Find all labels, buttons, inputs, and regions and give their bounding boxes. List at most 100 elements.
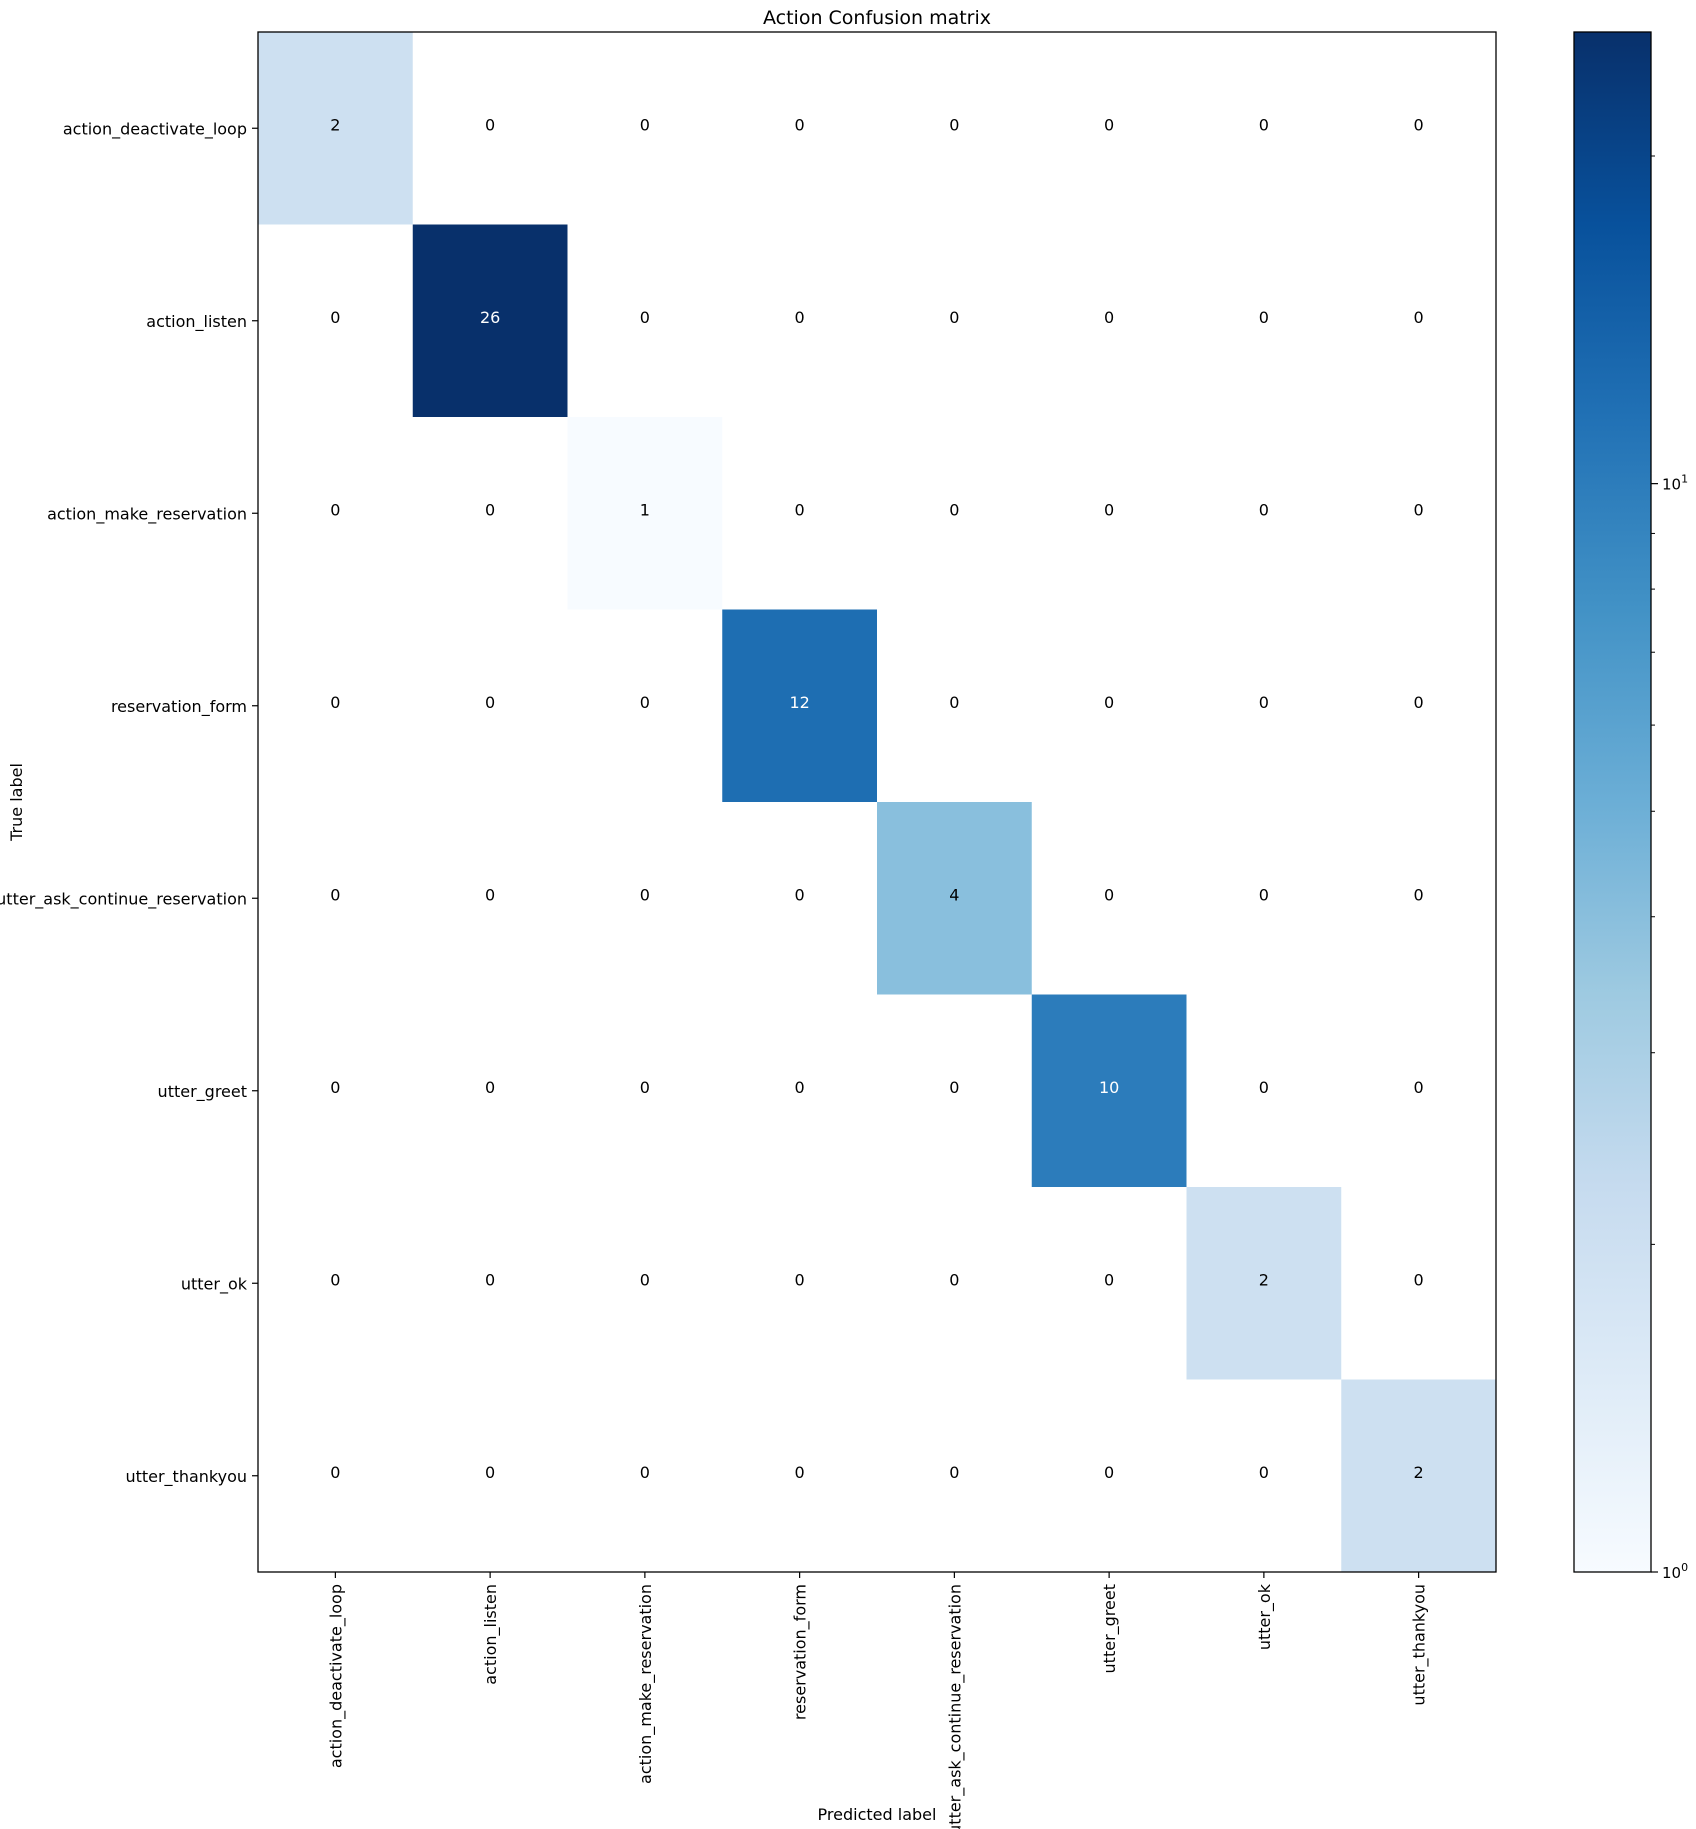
y-tick-label: action_deactivate_loop (63, 119, 247, 139)
cell-value-label: 0 (949, 1270, 959, 1289)
heatmap-cell (877, 802, 1033, 995)
cell-value-label: 4 (949, 885, 959, 904)
heatmap-cell (567, 1187, 723, 1380)
heatmap-cell (877, 32, 1033, 225)
cell-value-label: 0 (795, 115, 805, 134)
cell-value-label: 0 (485, 1078, 495, 1097)
y-axis-label: True label (7, 763, 26, 842)
y-tick-label: action_listen (146, 312, 247, 332)
heatmap-cell (1186, 994, 1342, 1188)
cell-value-label: 0 (330, 1270, 340, 1289)
cell-value-label: 0 (330, 693, 340, 712)
cell-value-label: 0 (1104, 1270, 1114, 1289)
cell-value-label: 0 (640, 115, 650, 134)
chart-title: Action Confusion matrix (763, 7, 991, 29)
cell-value-label: 0 (1104, 115, 1114, 134)
heatmap-cell (1031, 994, 1187, 1188)
heatmap-cell (258, 609, 414, 803)
heatmap-cell (412, 1187, 568, 1380)
cell-value-label: 2 (330, 115, 340, 134)
heatmap-cell (1341, 417, 1497, 610)
heatmap-cell (722, 994, 878, 1188)
heatmap-cell (412, 417, 568, 610)
heatmap-cell (1341, 994, 1497, 1188)
x-tick-label: reservation_form (791, 1584, 811, 1720)
heatmap-cell (412, 1379, 568, 1573)
heatmap-cell (877, 994, 1033, 1188)
heatmap-cell (567, 32, 723, 225)
cell-value-label: 2 (1259, 1270, 1269, 1289)
cell-value-label: 10 (1099, 1078, 1119, 1097)
heatmap-cell (722, 1187, 878, 1380)
cell-value-label: 0 (949, 693, 959, 712)
x-tick-label: action_deactivate_loop (326, 1584, 346, 1768)
heatmap-cell (258, 32, 414, 225)
heatmap-cell (1341, 1379, 1497, 1573)
heatmap-cell (412, 609, 568, 803)
y-tick-label: reservation_form (111, 697, 247, 717)
cell-value-label: 0 (330, 885, 340, 904)
cell-value-label: 0 (640, 1463, 650, 1482)
cell-value-label: 0 (485, 1270, 495, 1289)
heatmap-cell (722, 802, 878, 995)
cell-value-label: 0 (1259, 885, 1269, 904)
cell-value-label: 0 (1104, 693, 1114, 712)
heatmap-cell (567, 994, 723, 1188)
heatmap-cell (567, 802, 723, 995)
heatmap-cell (1031, 1187, 1187, 1380)
cell-value-label: 0 (795, 1078, 805, 1097)
cell-value-label: 0 (949, 1078, 959, 1097)
heatmap-cell (877, 1379, 1033, 1573)
colorbar-tick-label: 101 (1662, 473, 1688, 494)
heatmap-cell (258, 224, 414, 418)
heatmap-cell (1186, 32, 1342, 225)
heatmap-cell (1031, 417, 1187, 610)
y-tick-label: utter_ask_continue_reservation (0, 889, 247, 909)
cell-value-label: 0 (1414, 308, 1424, 327)
cell-value-label: 0 (949, 1463, 959, 1482)
cell-value-label: 0 (949, 308, 959, 327)
colorbar-tick-label: 100 (1662, 1561, 1688, 1582)
heatmap-cell (412, 224, 568, 418)
heatmap-cell (877, 609, 1033, 803)
colorbar-ticks: 100 101 (1651, 155, 1688, 1582)
cell-value-label: 12 (789, 693, 809, 712)
x-tick-label: utter_greet (1100, 1584, 1120, 1673)
cell-value-label: 0 (330, 1463, 340, 1482)
cell-value-label: 0 (795, 1463, 805, 1482)
cell-value-label: 0 (795, 885, 805, 904)
heatmap-cell (412, 994, 568, 1188)
heatmap-cells (258, 32, 1497, 1573)
plot-frame (257, 31, 1497, 1573)
heatmap-cell (1341, 1187, 1497, 1380)
x-axis-label: Predicted label (818, 1805, 937, 1824)
cell-value-label: 0 (949, 500, 959, 519)
cell-value-label: 0 (1104, 1463, 1114, 1482)
heatmap-cell (722, 609, 878, 803)
heatmap-cell (412, 32, 568, 225)
cell-value-label: 0 (330, 500, 340, 519)
y-tick-label: utter_greet (158, 1082, 247, 1102)
heatmap-cell (722, 417, 878, 610)
cell-value-label: 0 (1104, 308, 1114, 327)
cell-value-label: 0 (330, 1078, 340, 1097)
cell-value-label: 0 (1259, 1078, 1269, 1097)
cell-value-label: 0 (485, 1463, 495, 1482)
heatmap-cell (722, 32, 878, 225)
heatmap-cell (1031, 609, 1187, 803)
y-axis-ticks: action_deactivate_loop action_listenactio… (0, 119, 258, 1487)
cell-value-label: 0 (330, 308, 340, 327)
y-tick-label: utter_thankyou (125, 1467, 247, 1487)
y-tick-label: action_make_reservation (47, 504, 247, 524)
cell-value-label: 0 (485, 885, 495, 904)
heatmap-cell (877, 224, 1033, 418)
heatmap-cell (1341, 609, 1497, 803)
heatmap-cell (1186, 802, 1342, 995)
cell-value-label: 0 (1259, 500, 1269, 519)
cell-value-label: 0 (1414, 1270, 1424, 1289)
cell-value-label: 0 (1414, 693, 1424, 712)
cell-value-label: 2 (1414, 1463, 1424, 1482)
heatmap-cell (258, 417, 414, 610)
